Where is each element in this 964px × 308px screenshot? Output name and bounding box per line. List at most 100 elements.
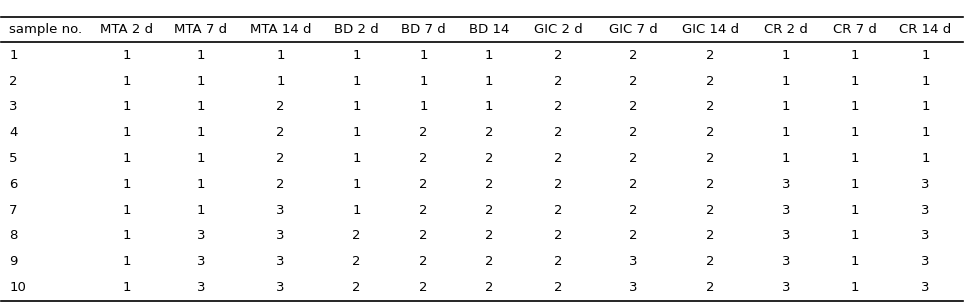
Text: 3: 3: [277, 204, 284, 217]
Text: 2: 2: [419, 204, 428, 217]
Text: 2: 2: [554, 281, 563, 294]
Text: 1: 1: [197, 178, 205, 191]
Text: 2: 2: [419, 255, 428, 268]
Text: 3: 3: [197, 255, 205, 268]
Text: 2: 2: [277, 100, 284, 113]
Text: 2: 2: [485, 178, 494, 191]
Text: 1: 1: [922, 75, 929, 88]
Text: 5: 5: [9, 152, 17, 165]
Text: 2: 2: [277, 126, 284, 139]
Text: 3: 3: [197, 229, 205, 242]
Text: 3: 3: [922, 178, 929, 191]
Text: 3: 3: [922, 255, 929, 268]
Text: 1: 1: [197, 49, 205, 62]
Text: 1: 1: [122, 100, 131, 113]
Text: 3: 3: [629, 281, 637, 294]
Text: 2: 2: [707, 229, 714, 242]
Text: 1: 1: [277, 75, 284, 88]
Text: 1: 1: [197, 152, 205, 165]
Text: 1: 1: [922, 152, 929, 165]
Text: 1: 1: [419, 49, 428, 62]
Text: 1: 1: [122, 49, 131, 62]
Text: 1: 1: [197, 100, 205, 113]
Text: 1: 1: [782, 152, 790, 165]
Text: 2: 2: [707, 75, 714, 88]
Text: 1: 1: [277, 49, 284, 62]
Text: 1: 1: [850, 204, 859, 217]
Text: 9: 9: [9, 255, 17, 268]
Text: 2: 2: [352, 255, 361, 268]
Text: CR 2 d: CR 2 d: [763, 23, 808, 36]
Text: 1: 1: [352, 126, 361, 139]
Text: 1: 1: [352, 49, 361, 62]
Text: BD 2 d: BD 2 d: [335, 23, 379, 36]
Text: 2: 2: [554, 49, 563, 62]
Text: 3: 3: [197, 281, 205, 294]
Text: 2: 2: [554, 255, 563, 268]
Text: 1: 1: [352, 100, 361, 113]
Text: 2: 2: [352, 281, 361, 294]
Text: 1: 1: [850, 255, 859, 268]
Text: 1: 1: [782, 49, 790, 62]
Text: 1: 1: [122, 126, 131, 139]
Text: 2: 2: [707, 49, 714, 62]
Text: 2: 2: [352, 229, 361, 242]
Text: 2: 2: [707, 178, 714, 191]
Text: 2: 2: [629, 126, 637, 139]
Text: 1: 1: [922, 126, 929, 139]
Text: 1: 1: [122, 229, 131, 242]
Text: 1: 1: [122, 75, 131, 88]
Text: 2: 2: [629, 152, 637, 165]
Text: 1: 1: [122, 178, 131, 191]
Text: 2: 2: [707, 126, 714, 139]
Text: 3: 3: [782, 229, 790, 242]
Text: 2: 2: [554, 178, 563, 191]
Text: 2: 2: [485, 229, 494, 242]
Text: 2: 2: [277, 178, 284, 191]
Text: 1: 1: [782, 126, 790, 139]
Text: 3: 3: [922, 229, 929, 242]
Text: 2: 2: [554, 229, 563, 242]
Text: 3: 3: [277, 255, 284, 268]
Text: 3: 3: [922, 281, 929, 294]
Text: 7: 7: [9, 204, 17, 217]
Text: 1: 1: [850, 75, 859, 88]
Text: 1: 1: [122, 152, 131, 165]
Text: 2: 2: [629, 49, 637, 62]
Text: 1: 1: [850, 281, 859, 294]
Text: 1: 1: [850, 152, 859, 165]
Text: 1: 1: [352, 75, 361, 88]
Text: 2: 2: [707, 281, 714, 294]
Text: 2: 2: [707, 255, 714, 268]
Text: 2: 2: [629, 229, 637, 242]
Text: MTA 2 d: MTA 2 d: [100, 23, 153, 36]
Text: 2: 2: [554, 75, 563, 88]
Text: 1: 1: [9, 49, 17, 62]
Text: GIC 7 d: GIC 7 d: [608, 23, 657, 36]
Text: 1: 1: [782, 75, 790, 88]
Text: MTA 7 d: MTA 7 d: [174, 23, 228, 36]
Text: 1: 1: [782, 100, 790, 113]
Text: BD 14: BD 14: [469, 23, 509, 36]
Text: 1: 1: [850, 126, 859, 139]
Text: 10: 10: [9, 281, 26, 294]
Text: 3: 3: [629, 255, 637, 268]
Text: 2: 2: [419, 281, 428, 294]
Text: 1: 1: [122, 281, 131, 294]
Text: 3: 3: [782, 178, 790, 191]
Text: 2: 2: [554, 100, 563, 113]
Text: 1: 1: [197, 75, 205, 88]
Text: 2: 2: [485, 255, 494, 268]
Text: 1: 1: [922, 100, 929, 113]
Text: 4: 4: [9, 126, 17, 139]
Text: 2: 2: [629, 178, 637, 191]
Text: 1: 1: [922, 49, 929, 62]
Text: 2: 2: [554, 152, 563, 165]
Text: 1: 1: [419, 100, 428, 113]
Text: 3: 3: [277, 229, 284, 242]
Text: MTA 14 d: MTA 14 d: [250, 23, 311, 36]
Text: 1: 1: [122, 204, 131, 217]
Text: 1: 1: [850, 49, 859, 62]
Text: GIC 2 d: GIC 2 d: [534, 23, 583, 36]
Text: 2: 2: [419, 178, 428, 191]
